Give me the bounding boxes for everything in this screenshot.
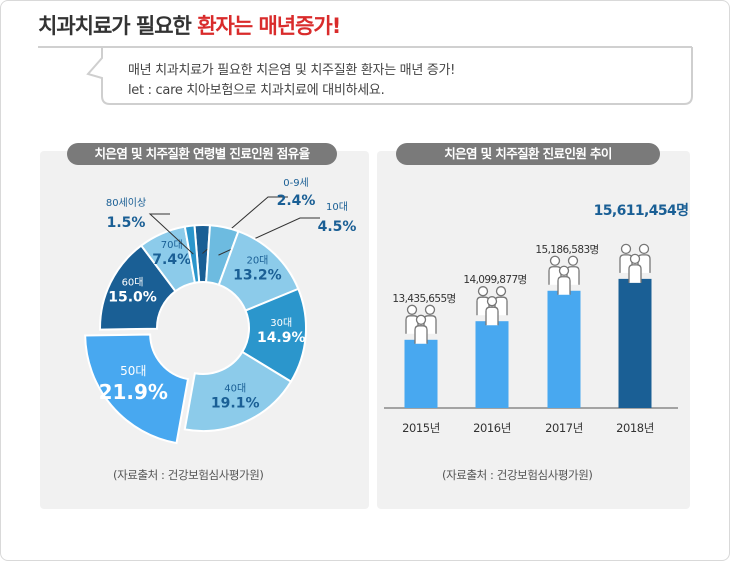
people-icon-group-2017 xyxy=(548,255,580,295)
bar-2016 xyxy=(475,321,509,408)
slice-value-0-9: 2.4% xyxy=(277,193,316,209)
slice-value-10: 4.5% xyxy=(318,219,357,235)
age-share-panel xyxy=(40,151,369,509)
patient-trend-chart-title: 치은염 및 치주질환 진료인원 추이 xyxy=(396,143,660,165)
donut-slice-50 xyxy=(84,333,190,445)
slice-value-50: 21.9% xyxy=(99,380,168,404)
person-body xyxy=(557,276,571,295)
person-head xyxy=(486,296,498,307)
slice-label-60: 60대 xyxy=(122,276,144,288)
bar-value-label-2015: 13,435,655명 xyxy=(392,293,455,305)
person-head xyxy=(620,243,632,255)
callout-line-80 xyxy=(148,213,194,255)
slice-label-70: 70대 xyxy=(161,239,183,251)
person-head xyxy=(495,286,507,297)
person-head xyxy=(558,265,570,276)
slice-label-30: 30대 xyxy=(270,317,292,329)
person-head xyxy=(477,286,489,297)
bar-value-label-2016: 14,099,877명 xyxy=(463,274,526,286)
people-icon-group-2016 xyxy=(476,286,508,326)
slice-value-80: 1.5% xyxy=(107,215,146,231)
page-title-part1: 치과치료가 필요한 xyxy=(38,14,198,38)
bar-2015 xyxy=(404,339,438,408)
speech-bubble xyxy=(86,47,693,105)
slice-label-10: 10대 xyxy=(326,201,348,213)
left-source-note: (자료출처 : 건강보험심사평가원) xyxy=(113,468,264,482)
donut-slice-80 xyxy=(183,224,201,284)
slice-value-70: 7.4% xyxy=(152,252,191,268)
person-head xyxy=(638,243,650,255)
x-tick-label-2017: 2017년 xyxy=(545,421,583,435)
person-body xyxy=(628,264,642,283)
slice-label-80: 80세이상 xyxy=(106,197,146,209)
slice-value-60: 15.0% xyxy=(108,289,157,305)
title-divider xyxy=(38,46,692,48)
person-head xyxy=(406,304,418,315)
person-head xyxy=(424,304,436,315)
person-head xyxy=(415,314,427,325)
age-share-chart-title: 치은염 및 치주질환 연령별 진료인원 점유율 xyxy=(67,143,337,165)
slice-label-50: 50대 xyxy=(120,364,146,378)
slice-value-20: 13.2% xyxy=(233,267,282,283)
bar-value-label-2018: 15,611,454명 xyxy=(594,202,689,219)
person-head xyxy=(567,255,579,266)
subtitle: 매년 치과치료가 필요한 치은염 및 치주질환 환자는 매년 증가! let :… xyxy=(128,61,455,101)
right-source-note: (자료출처 : 건강보험심사평가원) xyxy=(442,468,593,482)
person-head xyxy=(629,253,641,265)
people-icon-group-2018 xyxy=(619,243,651,283)
x-tick-label-2015: 2015년 xyxy=(402,421,440,435)
subtitle-line-2: let : care 치아보험으로 치과치료에 대비하세요. xyxy=(128,83,385,98)
x-tick-label-2018: 2018년 xyxy=(616,421,654,435)
person-body xyxy=(485,306,499,326)
person-body xyxy=(414,325,428,344)
subtitle-line-1: 매년 치과치료가 필요한 치은염 및 치주질환 환자는 매년 증가! xyxy=(128,63,456,78)
x-tick-label-2016: 2016년 xyxy=(473,421,511,435)
slice-value-30: 14.9% xyxy=(257,330,306,346)
person-head xyxy=(549,255,561,266)
slice-value-40: 19.1% xyxy=(211,396,260,412)
bar-2018 xyxy=(618,278,652,408)
slice-label-20: 20대 xyxy=(246,254,268,266)
donut-slice-40 xyxy=(183,350,293,432)
slice-label-0-9: 0-9세 xyxy=(283,177,309,189)
slice-label-40: 40대 xyxy=(224,383,246,395)
people-icon-group-2015 xyxy=(405,304,437,344)
bar-2017 xyxy=(547,290,581,408)
page-title: 치과치료가 필요한 환자는 매년증가! xyxy=(38,10,341,40)
page-title-highlight: 환자는 매년증가! xyxy=(197,14,341,38)
bar-value-label-2017: 15,186,583명 xyxy=(535,244,598,256)
